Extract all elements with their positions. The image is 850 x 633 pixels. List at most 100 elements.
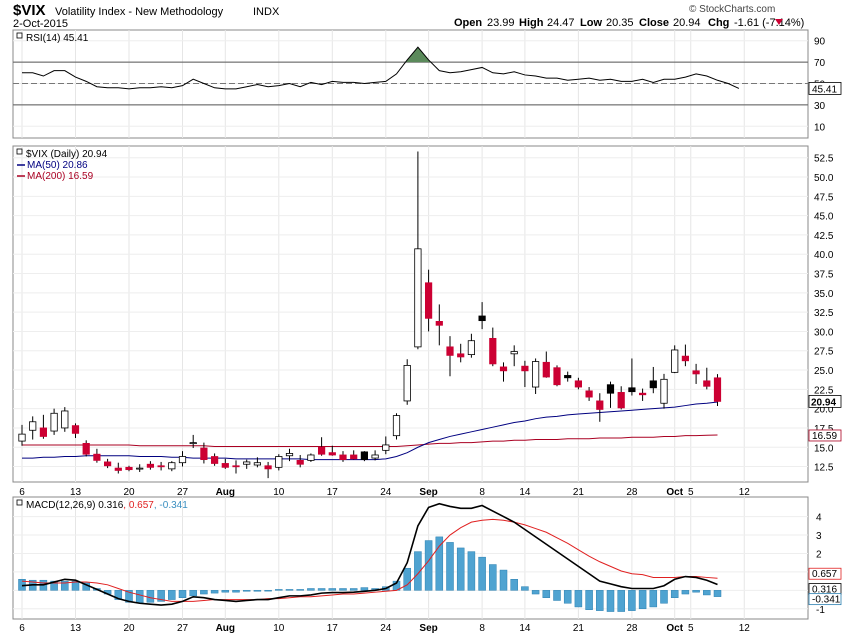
ma200-line xyxy=(22,434,718,447)
macd-histogram-bar xyxy=(264,590,272,592)
candle-body xyxy=(146,463,154,468)
rsi-line xyxy=(22,46,740,90)
macd-histogram-bar xyxy=(692,590,700,593)
macd-tick-label: 2 xyxy=(816,549,822,560)
macd-layer xyxy=(18,502,722,612)
price-tick-label: 45.0 xyxy=(814,212,834,223)
candle-body xyxy=(639,392,647,396)
macd-histogram-bar xyxy=(681,590,690,595)
macd-histogram-bar xyxy=(71,580,80,591)
close-label: Close xyxy=(639,17,669,29)
high-label: High xyxy=(519,17,544,29)
close-value: 20.94 xyxy=(673,17,701,29)
low-label: Low xyxy=(580,17,602,29)
candle-body xyxy=(671,349,679,373)
macd-histogram-bar xyxy=(531,590,540,595)
rsi-overbought-fill xyxy=(405,47,431,63)
x-tick-label: Sep xyxy=(419,623,437,633)
macd-histogram-bar xyxy=(467,551,476,591)
macd-histogram-bar xyxy=(178,590,187,598)
candle-body xyxy=(606,384,615,394)
x-tick-label: 6 xyxy=(19,623,25,633)
macd-histogram-bar xyxy=(50,580,58,591)
macd-histogram-bar xyxy=(660,590,668,604)
price-tick-label: 32.5 xyxy=(814,308,834,319)
macd-histogram-bar xyxy=(339,588,347,591)
candle-body xyxy=(585,390,593,398)
rsi-legend: RSI(14) 45.41 xyxy=(16,32,89,44)
macd-histogram-bar xyxy=(275,589,283,591)
candle-body xyxy=(596,400,604,410)
candle-body xyxy=(178,456,187,464)
open-value: 23.99 xyxy=(487,17,515,29)
macd-histogram-bar xyxy=(553,590,561,601)
macd-value-label: -0.341 xyxy=(812,595,841,606)
chg-label: Chg xyxy=(708,17,729,29)
macd-histogram-bar xyxy=(317,588,326,591)
macd-legend-signal: , 0.657 xyxy=(123,500,154,511)
macd-histogram-bar xyxy=(649,590,658,608)
macd-line xyxy=(21,502,718,606)
candle-body xyxy=(114,467,122,471)
macd-tick-label: 4 xyxy=(816,513,822,524)
chart-date: 2-Oct-2015 xyxy=(13,18,68,30)
candle-body xyxy=(232,465,240,468)
legend-swatch xyxy=(16,32,23,39)
macd-histogram-bar xyxy=(424,540,433,591)
x-tick-label: Aug xyxy=(216,623,235,633)
x-tick-label: 13 xyxy=(70,487,82,498)
price-tick-label: 20.0 xyxy=(814,405,834,416)
x-tick-label: 20 xyxy=(123,623,135,633)
x-tick-label: Aug xyxy=(216,487,235,498)
macd-histogram-bar xyxy=(606,590,615,612)
price-tick-label: 40.0 xyxy=(814,250,834,261)
price-legend-text: $VIX (Daily) 20.94 xyxy=(26,149,108,160)
macd-histogram-bar xyxy=(456,547,465,591)
macd-histogram-bar xyxy=(253,590,262,592)
macd-histogram-bar xyxy=(168,590,176,600)
price-tick-label: 12.5 xyxy=(814,463,834,474)
low-value: 20.35 xyxy=(606,17,634,29)
rsi-tick-label: 70 xyxy=(814,58,826,69)
rsi-layer xyxy=(13,46,808,106)
macd-histogram-bar xyxy=(574,590,583,608)
price-tick-label: 22.5 xyxy=(814,385,834,396)
price-legend: $VIX (Daily) 20.94 MA(50) 20.86 MA(200) … xyxy=(16,148,108,182)
candle-body xyxy=(93,453,101,461)
candle-body xyxy=(382,444,390,451)
candle-body xyxy=(210,456,219,464)
candle-body xyxy=(510,351,518,355)
macd-histogram-bar xyxy=(157,590,165,602)
candle-body xyxy=(61,410,69,429)
candle-body xyxy=(435,321,443,326)
x-tick-label: 10 xyxy=(273,623,285,633)
macd-value-tag xyxy=(808,567,842,580)
macd-legend-text: MACD(12,26,9) 0.316, 0.657, -0.341 xyxy=(26,500,188,511)
macd-histogram-bar xyxy=(135,590,144,604)
macd-histogram-bar xyxy=(403,567,411,591)
candle-body xyxy=(713,377,722,402)
candle-body xyxy=(189,442,197,445)
x-tick-label: 8 xyxy=(479,623,485,633)
candle-body xyxy=(521,365,529,372)
macd-histogram-bar xyxy=(638,590,647,610)
macd-histogram-bar xyxy=(499,569,508,591)
price-tick-label: 50.0 xyxy=(814,173,834,184)
candle-body xyxy=(200,447,208,461)
macd-histogram-bar xyxy=(114,590,123,600)
x-tick-label: 5 xyxy=(688,623,694,633)
candle-body xyxy=(564,375,572,379)
candle-body xyxy=(104,461,112,467)
macd-histogram-bar xyxy=(510,579,518,591)
candle-body xyxy=(692,370,700,375)
candle-body xyxy=(264,465,272,470)
candle-body xyxy=(649,380,657,389)
macd-panel xyxy=(12,496,809,620)
candle-body xyxy=(414,248,422,348)
x-tick-label: 20 xyxy=(123,487,135,498)
exchange-label: INDX xyxy=(253,6,280,18)
macd-legend-macd: 0.316 xyxy=(98,500,123,511)
x-tick-label: 24 xyxy=(380,487,392,498)
macd-histogram-bar xyxy=(61,580,69,591)
x-tick-label: 17 xyxy=(327,487,339,498)
